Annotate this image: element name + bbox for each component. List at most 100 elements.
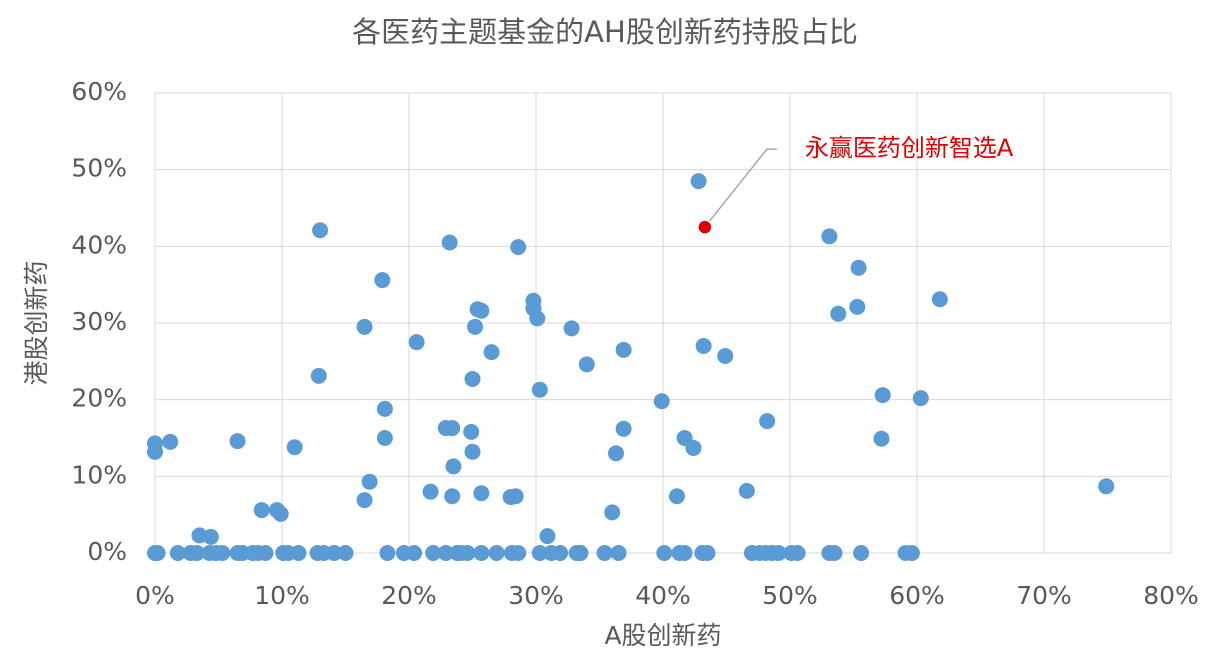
- point: [272, 505, 289, 522]
- point: [695, 338, 712, 354]
- point: [510, 239, 527, 256]
- point: [529, 310, 546, 327]
- point: [510, 545, 527, 561]
- point: [615, 420, 632, 437]
- point: [229, 433, 246, 450]
- point: [379, 545, 396, 561]
- point: [873, 430, 890, 447]
- point: [615, 341, 632, 358]
- point: [531, 381, 548, 398]
- point: [473, 302, 490, 319]
- x-tick-label: 50%: [762, 581, 818, 610]
- point: [572, 545, 589, 561]
- y-tick-label: 20%: [71, 384, 127, 413]
- point: [931, 291, 948, 308]
- point: [676, 545, 693, 561]
- point: [444, 420, 461, 437]
- x-tick-label: 10%: [254, 581, 310, 610]
- point: [459, 545, 476, 561]
- point: [789, 545, 806, 561]
- point: [1098, 478, 1115, 495]
- point: [717, 347, 734, 364]
- y-tick-label: 30%: [71, 307, 127, 336]
- point: [445, 458, 462, 475]
- point: [473, 485, 490, 502]
- highlight-point: [697, 219, 713, 235]
- point: [563, 320, 580, 337]
- point: [656, 545, 673, 561]
- x-tick-label: 0%: [135, 581, 175, 610]
- y-tick-label: 10%: [71, 460, 127, 489]
- point: [361, 473, 378, 490]
- point: [214, 545, 231, 561]
- point: [488, 545, 505, 561]
- point: [408, 334, 425, 351]
- point: [473, 545, 490, 561]
- point: [874, 387, 891, 404]
- point: [653, 393, 670, 410]
- point: [610, 545, 627, 561]
- point: [539, 528, 556, 545]
- point: [668, 488, 685, 505]
- annotation: 永赢医药创新智选A: [805, 134, 1014, 162]
- point: [578, 356, 595, 373]
- point: [444, 488, 461, 505]
- x-tick-label: 70%: [1016, 581, 1072, 610]
- point: [162, 433, 179, 450]
- point: [685, 439, 702, 456]
- y-tick-label: 50%: [71, 154, 127, 183]
- point: [464, 443, 481, 460]
- point: [406, 545, 423, 561]
- point: [286, 439, 303, 456]
- chart-title: 各医药主题基金的AH股创新药持股占比: [352, 15, 858, 49]
- point: [425, 545, 442, 561]
- point: [312, 222, 329, 239]
- point: [759, 413, 776, 430]
- point: [422, 483, 439, 500]
- point: [326, 545, 343, 561]
- x-tick-label: 80%: [1143, 581, 1199, 610]
- point: [374, 272, 391, 289]
- y-tick-label: 0%: [87, 537, 127, 566]
- point: [149, 545, 166, 561]
- y-tick-label: 60%: [71, 77, 127, 106]
- point: [853, 545, 870, 561]
- point: [437, 545, 454, 561]
- point: [169, 545, 186, 561]
- point: [604, 504, 621, 521]
- point: [483, 344, 500, 361]
- y-axis-label: 港股创新药: [22, 260, 51, 385]
- point: [912, 390, 929, 407]
- point: [738, 482, 755, 499]
- leader-line: [707, 148, 777, 224]
- point: [849, 298, 866, 315]
- point: [376, 400, 393, 417]
- point: [257, 545, 274, 561]
- point: [310, 367, 327, 384]
- point: [463, 423, 480, 440]
- point: [337, 545, 354, 561]
- point: [188, 545, 205, 561]
- point: [826, 545, 843, 561]
- point: [507, 488, 524, 505]
- point: [467, 318, 484, 335]
- point: [903, 545, 920, 561]
- point: [464, 370, 481, 387]
- point: [690, 173, 707, 190]
- x-tick-label: 40%: [635, 581, 691, 610]
- y-tick-label: 40%: [71, 230, 127, 259]
- point: [356, 492, 373, 509]
- point: [147, 443, 163, 460]
- point: [608, 445, 625, 462]
- x-tick-label: 20%: [381, 581, 437, 610]
- point: [552, 545, 569, 561]
- x-tick-label: 30%: [508, 581, 564, 610]
- point: [376, 430, 393, 446]
- point: [253, 502, 270, 519]
- point: [290, 545, 307, 561]
- point: [821, 228, 838, 245]
- point: [830, 305, 847, 322]
- point: [356, 318, 373, 335]
- x-tick-label: 60%: [889, 581, 945, 610]
- x-axis-label: A股创新药: [604, 621, 721, 650]
